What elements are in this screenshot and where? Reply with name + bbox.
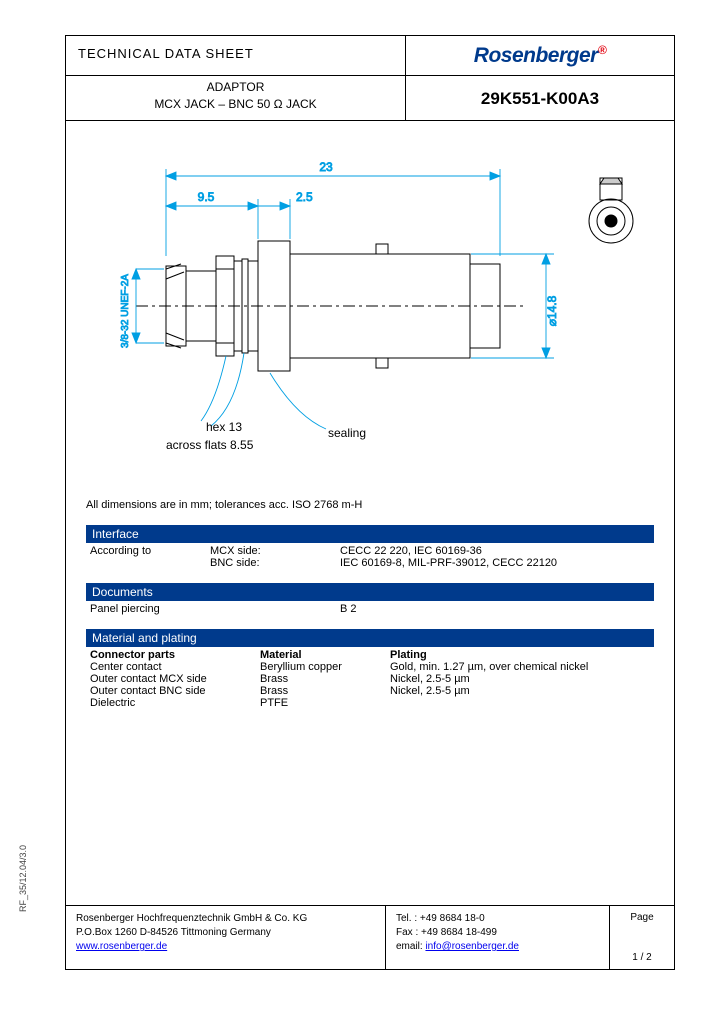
mat-material: Brass <box>260 673 390 685</box>
tel: Tel. : +49 8684 18-0 <box>396 912 599 926</box>
logo-cell: Rosenberger® <box>406 36 674 75</box>
mat-part: Outer contact BNC side <box>90 685 260 697</box>
section-interface-body: According to MCX side: CECC 22 220, IEC … <box>86 543 654 583</box>
seal-note: sealing <box>328 426 366 440</box>
footer-address: Rosenberger Hochfrequenztechnik GmbH & C… <box>66 906 386 969</box>
interface-label: According to <box>90 545 210 557</box>
rosenberger-logo: Rosenberger® <box>474 43 606 68</box>
footer: Rosenberger Hochfrequenztechnik GmbH & C… <box>66 905 674 969</box>
email-link[interactable]: info@rosenberger.de <box>425 941 519 952</box>
material-row: Outer contact MCX sideBrassNickel, 2.5-5… <box>90 673 654 685</box>
fax: Fax : +49 8684 18-499 <box>396 926 599 940</box>
doc-label: Panel piercing <box>90 603 340 615</box>
email-label: email: <box>396 941 425 952</box>
doc-val: B 2 <box>340 603 654 615</box>
mat-material: PTFE <box>260 697 390 709</box>
part-number: 29K551-K00A3 <box>406 76 674 121</box>
dim-overall: 23 <box>319 160 333 174</box>
content-area: All dimensions are in mm; tolerances acc… <box>66 499 674 723</box>
company-web-link[interactable]: www.rosenberger.de <box>76 941 167 952</box>
section-documents-head: Documents <box>86 583 654 601</box>
technical-drawing: 23 9.5 2.5 ⌀14.8 <box>66 121 674 491</box>
mat-plating: Nickel, 2.5-5 µm <box>390 685 654 697</box>
material-row: DielectricPTFE <box>90 697 654 709</box>
footer-page: Page 1 / 2 <box>610 906 674 969</box>
product-line1: ADAPTOR <box>74 79 397 96</box>
header: TECHNICAL DATA SHEET Rosenberger® ADAPTO… <box>66 36 674 121</box>
product-cell: ADAPTOR MCX JACK – BNC 50 Ω JACK <box>66 76 406 121</box>
mat-part: Dielectric <box>90 697 260 709</box>
flats-note: across flats 8.55 <box>166 438 254 452</box>
company-name: Rosenberger Hochfrequenztechnik GmbH & C… <box>76 912 375 926</box>
dim-a: 9.5 <box>198 190 215 204</box>
section-interface-head: Interface <box>86 525 654 543</box>
mat-material: Brass <box>260 685 390 697</box>
mat-plating: Nickel, 2.5-5 µm <box>390 673 654 685</box>
mcx-side-val: CECC 22 220, IEC 60169-36 <box>340 545 654 557</box>
dim-diameter: ⌀14.8 <box>545 295 559 326</box>
material-row: Outer contact BNC sideBrassNickel, 2.5-5… <box>90 685 654 697</box>
mat-material: Beryllium copper <box>260 661 390 673</box>
dim-b: 2.5 <box>296 190 313 204</box>
side-revision-label: RF_35/12.04/3.0 <box>18 845 28 912</box>
hex-note: hex 13 <box>206 420 242 434</box>
page-label: Page <box>616 912 668 923</box>
bnc-side-val: IEC 60169-8, MIL-PRF-39012, CECC 22120 <box>340 557 654 569</box>
mat-plating: Gold, min. 1.27 µm, over chemical nickel <box>390 661 654 673</box>
material-row: Center contactBeryllium copperGold, min.… <box>90 661 654 673</box>
company-addr: P.O.Box 1260 D-84526 Tittmoning Germany <box>76 926 375 940</box>
mat-plating <box>390 697 654 709</box>
mat-h2: Material <box>260 649 390 661</box>
product-line2: MCX JACK – BNC 50 Ω JACK <box>74 96 397 113</box>
mat-h3: Plating <box>390 649 654 661</box>
section-material-body: Connector parts Material Plating Center … <box>86 647 654 723</box>
mat-part: Outer contact MCX side <box>90 673 260 685</box>
mat-part: Center contact <box>90 661 260 673</box>
section-material-head: Material and plating <box>86 629 654 647</box>
dimensions-note: All dimensions are in mm; tolerances acc… <box>86 499 654 511</box>
dim-thread: 3/8-32 UNEF-2A <box>120 274 131 348</box>
title-label: TECHNICAL DATA SHEET <box>66 36 406 75</box>
page-frame: TECHNICAL DATA SHEET Rosenberger® ADAPTO… <box>65 35 675 970</box>
page-number: 1 / 2 <box>616 952 668 963</box>
registered-icon: ® <box>598 43 606 57</box>
mat-h1: Connector parts <box>90 649 260 661</box>
mcx-side-label: MCX side: <box>210 545 340 557</box>
footer-contact: Tel. : +49 8684 18-0 Fax : +49 8684 18-4… <box>386 906 610 969</box>
bnc-side-label: BNC side: <box>210 557 340 569</box>
section-documents-body: Panel piercing B 2 <box>86 601 654 629</box>
